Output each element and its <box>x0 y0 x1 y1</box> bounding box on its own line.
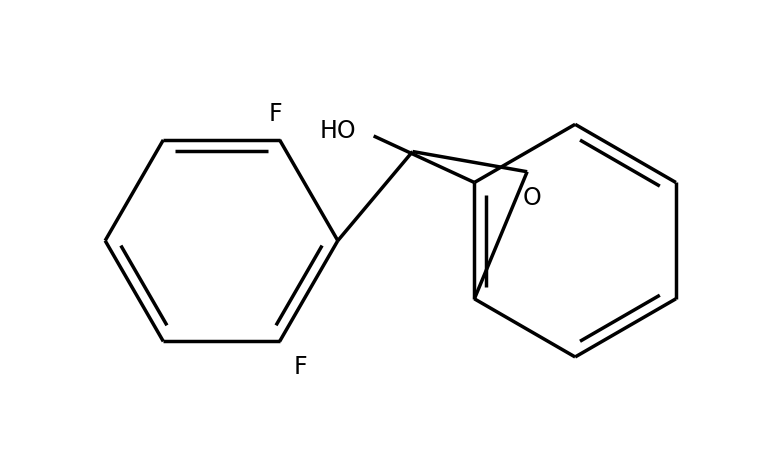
Text: O: O <box>523 186 541 210</box>
Text: HO: HO <box>320 119 356 143</box>
Text: F: F <box>268 102 282 126</box>
Text: F: F <box>293 355 307 379</box>
